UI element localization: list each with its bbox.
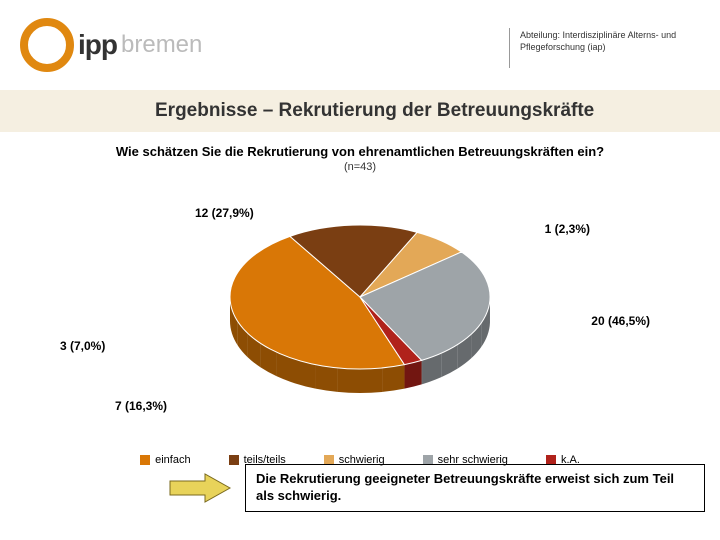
chart-subtitle: (n=43) <box>0 161 720 173</box>
slice-label-0: 20 (46,5%) <box>591 314 650 328</box>
logo-circle-icon <box>20 18 74 72</box>
legend-swatch-0 <box>140 455 150 465</box>
callout: Die Rekrutierung geeigneter Betreuungskr… <box>165 464 705 512</box>
logo-text-ipp: ipp <box>78 29 117 61</box>
chart-title: Wie schätzen Sie die Rekrutierung von eh… <box>0 144 720 159</box>
arrow-icon <box>165 468 235 508</box>
page-title: Ergebnisse – Rekrutierung der Betreuungs… <box>155 100 720 122</box>
slice-label-3: 12 (27,9%) <box>195 206 254 220</box>
department-line2: Pflegeforschung (iap) <box>520 42 680 54</box>
slice-label-2: 3 (7,0%) <box>60 339 105 353</box>
department-label: Abteilung: Interdisziplinäre Alterns- un… <box>520 30 680 53</box>
header-divider <box>509 28 510 68</box>
slice-label-1: 7 (16,3%) <box>115 399 167 413</box>
header: ipp bremen Abteilung: Interdisziplinäre … <box>0 0 720 90</box>
callout-text: Die Rekrutierung geeigneter Betreuungskr… <box>245 464 705 512</box>
pie-chart <box>205 209 515 409</box>
logo-text-bremen: bremen <box>121 31 202 59</box>
title-band: Ergebnisse – Rekrutierung der Betreuungs… <box>0 90 720 132</box>
logo: ipp bremen <box>20 18 202 72</box>
pie-svg <box>205 209 515 409</box>
chart-area: Wie schätzen Sie die Rekrutierung von eh… <box>0 144 720 474</box>
slice-label-4: 1 (2,3%) <box>545 222 590 236</box>
department-line1: Abteilung: Interdisziplinäre Alterns- un… <box>520 30 680 42</box>
